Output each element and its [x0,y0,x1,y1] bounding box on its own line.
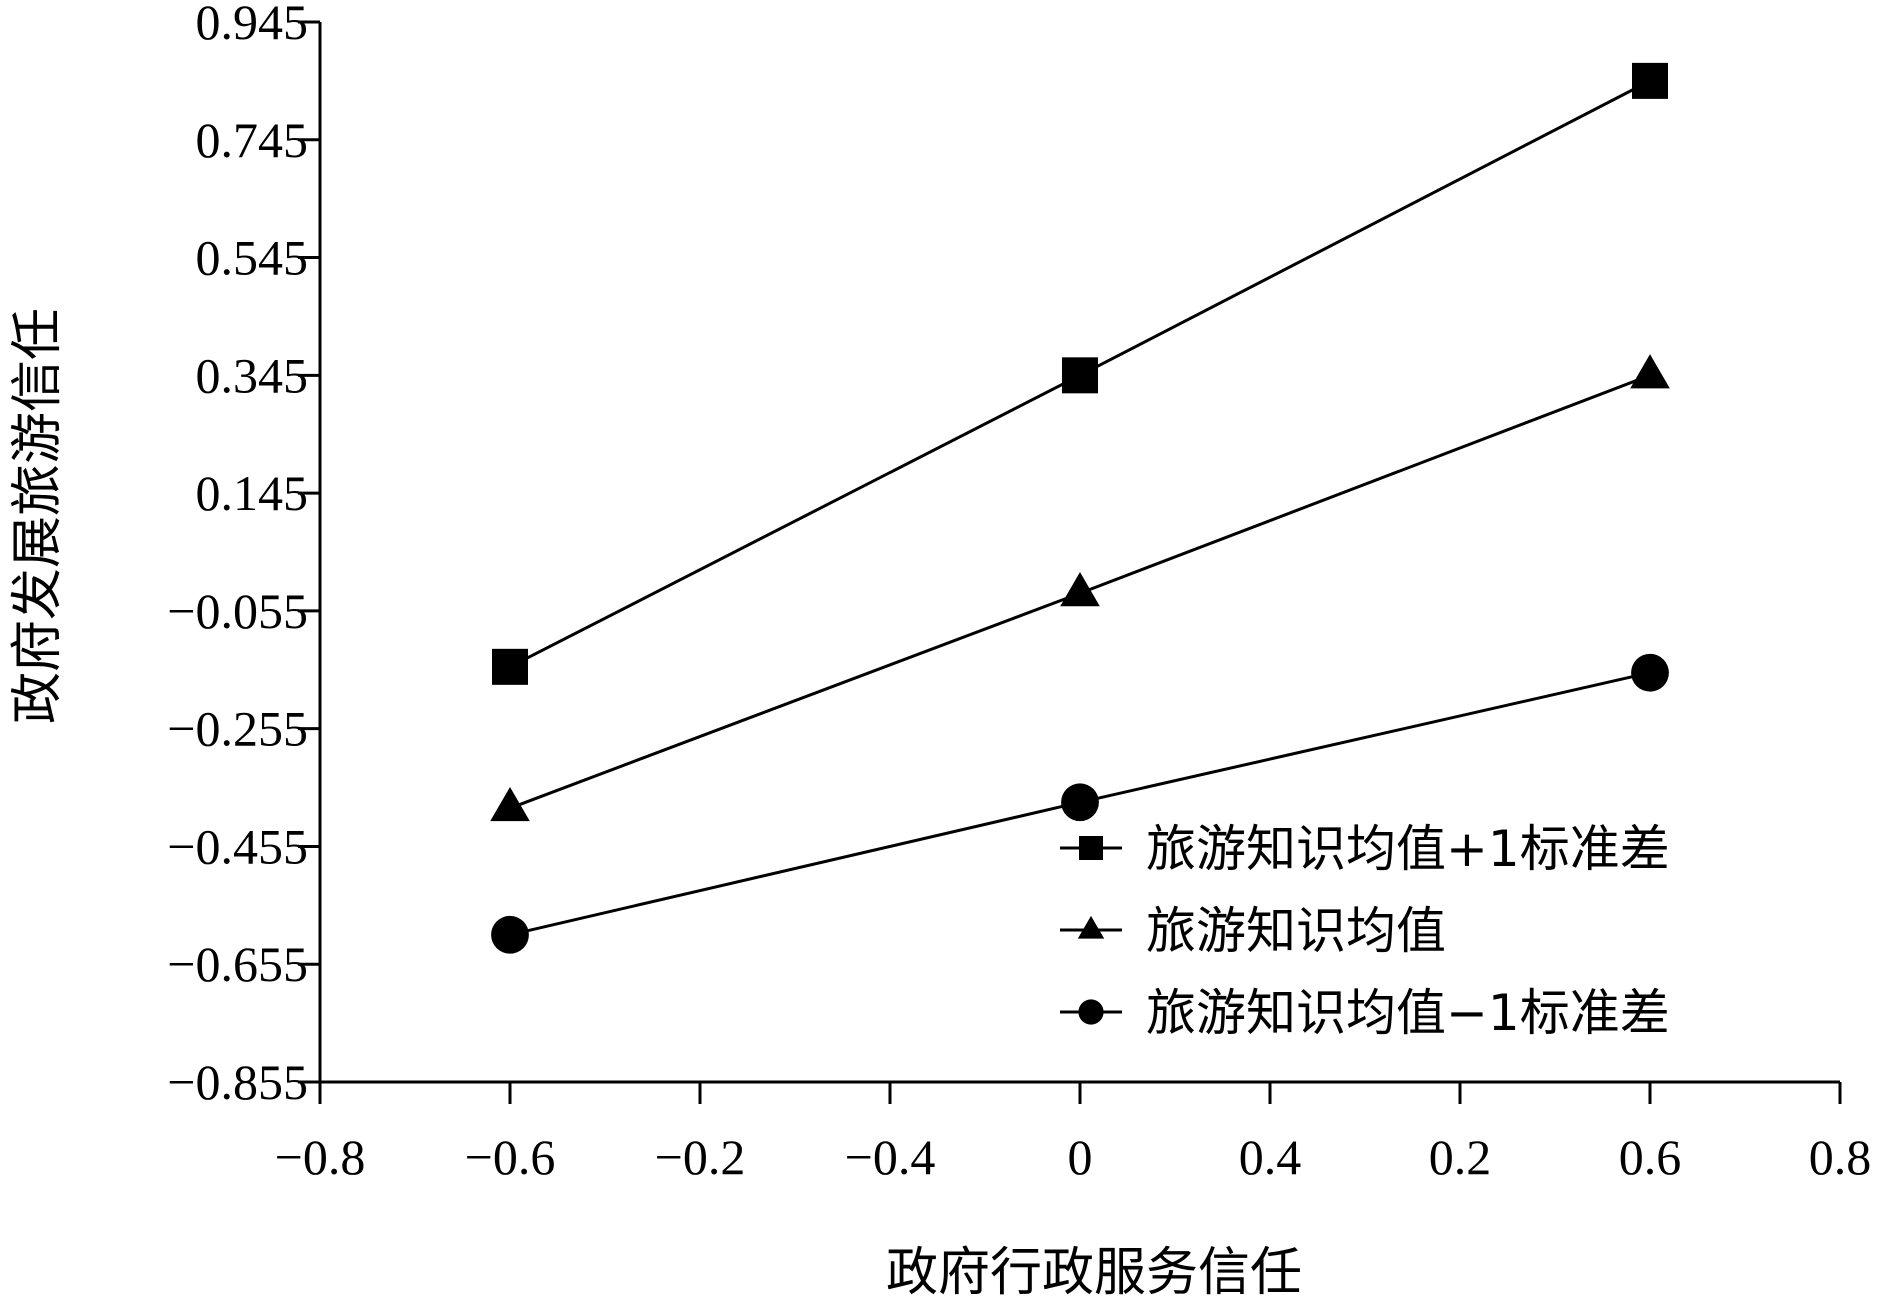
y-tick-label: −0.255 [167,701,308,757]
series-3 [491,653,1669,954]
series-layer [490,62,1670,954]
y-tick-label: −0.855 [167,1054,308,1110]
axes [318,22,1840,1084]
square-marker [492,648,528,685]
x-tick-label: −0.4 [845,1129,936,1185]
series-2 [490,354,1670,822]
circle-marker [1631,653,1669,692]
square-marker [1062,357,1098,394]
legend-item: 旅游知识均值−1标准差 [1060,984,1670,1042]
triangle-marker [1060,572,1100,607]
y-axis-title: 政府发展旅游信任 [8,308,68,724]
triangle-marker [1077,915,1105,939]
x-tick-label: −0.2 [655,1129,746,1185]
legend-item: 旅游知识均值 [1060,902,1446,960]
y-tick-label: −0.655 [167,936,308,992]
y-tick-label: 0.545 [196,230,309,286]
y-tick-label: 0.745 [196,112,309,168]
legend-label: 旅游知识均值+1标准差 [1146,820,1670,878]
y-tick-label: −0.455 [167,818,308,874]
x-axis-title: 政府行政服务信任 [886,1243,1302,1302]
circle-marker [491,915,529,954]
square-marker [1079,836,1103,860]
circle-marker [1078,999,1104,1025]
y-tick-label: 0.145 [196,465,309,521]
x-tick-label: 0.4 [1239,1129,1302,1185]
y-axis-ticks: 0.945 0.745 0.545 0.345 0.145 −0.055 −0.255 −0.… [167,0,320,1110]
x-tick-label: −0.6 [465,1129,556,1185]
x-tick-label: −0.8 [275,1129,366,1185]
x-tick-label: 0.6 [1619,1129,1682,1185]
square-marker [1632,62,1668,99]
legend-label: 旅游知识均值−1标准差 [1146,984,1670,1042]
legend-label: 旅游知识均值 [1146,902,1446,960]
legend-item: 旅游知识均值+1标准差 [1060,820,1670,878]
x-tick-label: 0.8 [1809,1129,1872,1185]
y-tick-label: −0.055 [167,583,308,639]
triangle-marker [490,786,530,822]
x-tick-label: 0 [1068,1129,1093,1185]
triangle-marker [1630,354,1670,389]
x-tick-label: 0.2 [1429,1129,1492,1185]
y-tick-label: 0.345 [196,347,309,403]
x-axis-ticks: −0.8 −0.6 −0.2 −0.4 0 0.4 0.2 0.6 0.8 [275,1082,1872,1185]
series-1 [492,62,1668,685]
circle-marker [1061,783,1099,822]
y-tick-label: 0.945 [196,0,309,50]
